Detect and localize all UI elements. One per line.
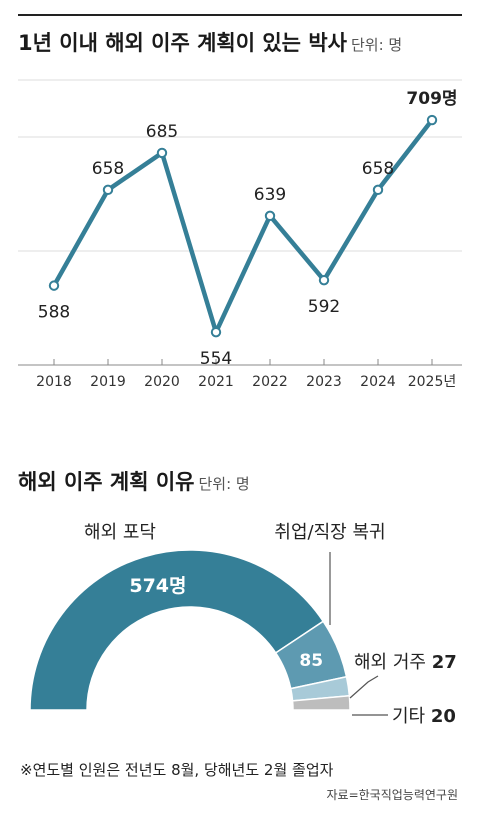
footnote: ※연도별 인원은 전년도 8월, 당해년도 2월 졸업자	[20, 761, 334, 779]
donut-slice	[291, 694, 351, 711]
data-label: 588	[38, 303, 70, 323]
data-label: 554	[200, 349, 232, 369]
line-chart-title: 1년 이내 해외 이주 계획이 있는 박사 단위: 명	[18, 31, 403, 55]
donut-chart-title: 해외 이주 계획 이유 단위: 명	[18, 470, 250, 494]
slice-value-label: 574명	[129, 575, 186, 597]
line-chart-unit: 단위: 명	[350, 36, 403, 54]
x-tick-label: 2021	[198, 374, 234, 390]
data-label: 658	[92, 159, 124, 179]
x-tick-label: 2023	[306, 374, 342, 390]
data-label: 592	[308, 297, 340, 317]
slice-label: 해외 포닥	[84, 522, 156, 543]
x-tick-label: 2020	[144, 374, 180, 390]
data-label: 639	[254, 185, 286, 205]
line-chart: 2018 2019 2020 2021 2022 2023 2024 2025년 588 658 6…	[18, 79, 462, 390]
donut-chart-unit: 단위: 명	[198, 475, 250, 493]
data-point	[318, 274, 330, 286]
slice-label: 기타 20	[392, 706, 456, 727]
slice-label: 취업/직장 복귀	[274, 522, 385, 543]
x-tick-label: 2024	[360, 374, 396, 390]
data-label: 709명	[406, 89, 457, 109]
data-label: 658	[362, 159, 394, 179]
data-point	[426, 114, 438, 126]
x-tick-label: 2018	[36, 374, 72, 390]
data-point	[372, 184, 384, 196]
data-point	[48, 280, 60, 291]
slice-label: 해외 거주 27	[354, 652, 457, 673]
data-point	[264, 210, 276, 222]
donut-slice	[29, 549, 325, 711]
source-note: 자료=한국직업능력연구원	[326, 788, 459, 802]
x-tick-label: 2019	[90, 374, 126, 390]
data-point	[102, 184, 114, 196]
data-point	[156, 147, 168, 159]
data-point	[210, 326, 222, 338]
leader-line	[349, 675, 379, 699]
top-rule	[18, 14, 462, 16]
x-tick-label: 2025년	[408, 374, 457, 390]
x-tick-label: 2022	[252, 374, 288, 390]
slice-value-label: 85	[299, 651, 323, 671]
data-label: 685	[146, 122, 178, 142]
series-line	[51, 117, 435, 335]
